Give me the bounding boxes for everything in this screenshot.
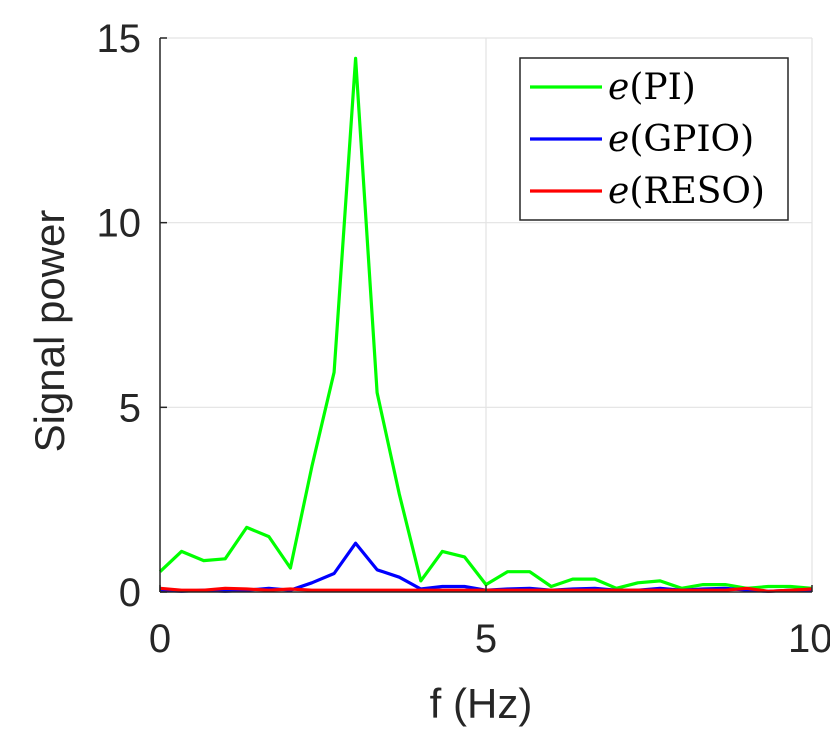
legend-label: e(RESO)	[608, 171, 765, 212]
legend: e(PI) e(GPIO) e(RESO)	[519, 57, 789, 221]
legend-label: e(PI)	[608, 67, 696, 108]
series-line-pi	[158, 56, 813, 590]
y-axis-label: Signal power	[26, 210, 73, 453]
x-axis-label: f (Hz)	[430, 680, 533, 727]
y-tick-label: 10	[97, 202, 142, 246]
axes	[159, 37, 813, 593]
y-tick-label: 5	[119, 386, 141, 430]
y-tick-label: 15	[97, 17, 142, 61]
legend-label: e(GPIO)	[608, 119, 754, 160]
x-tick-label: 5	[475, 617, 497, 661]
tick-labels: 0 5 10 0 5 10 15	[97, 17, 830, 661]
grid	[160, 37, 813, 592]
x-tick-label: 0	[149, 617, 171, 661]
x-tick-label: 10	[788, 617, 830, 661]
y-tick-label: 0	[119, 571, 141, 615]
